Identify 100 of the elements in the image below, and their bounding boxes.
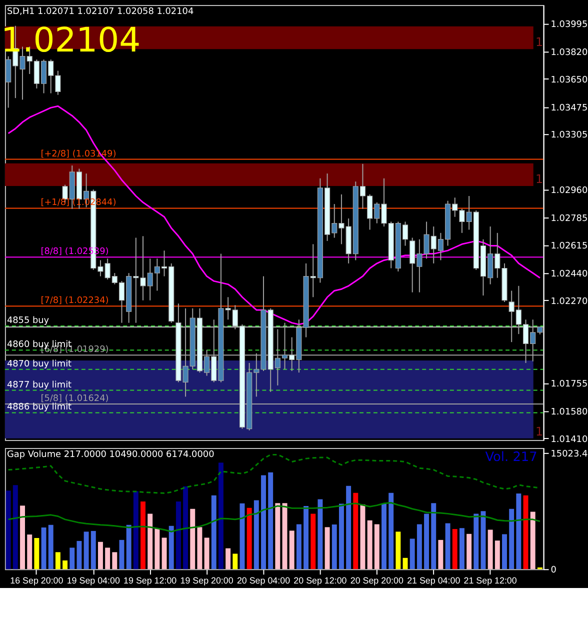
bar bbox=[474, 514, 479, 570]
bar bbox=[20, 506, 25, 570]
bar bbox=[282, 503, 288, 570]
bar bbox=[275, 503, 280, 570]
bar bbox=[410, 538, 415, 570]
bar bbox=[431, 503, 436, 570]
y-tick-label: 1.01755 bbox=[550, 379, 588, 390]
bar bbox=[254, 500, 259, 570]
y-tick-label: 1.03650 bbox=[550, 75, 588, 86]
bar bbox=[76, 540, 82, 570]
bar bbox=[353, 492, 358, 570]
bar bbox=[90, 530, 96, 570]
bar bbox=[332, 524, 337, 570]
y-tick-label: 1.02615 bbox=[550, 241, 588, 252]
ref-line-label: 4886 buy limit bbox=[6, 402, 72, 413]
bar bbox=[6, 490, 11, 570]
bar bbox=[289, 530, 294, 570]
ref-line-label: 4877 buy limit bbox=[6, 380, 72, 390]
y-tick-label: 1.03475 bbox=[550, 103, 588, 114]
bar bbox=[494, 540, 500, 570]
bar bbox=[126, 524, 132, 570]
bar bbox=[304, 506, 309, 570]
bar bbox=[459, 528, 464, 570]
bar bbox=[162, 538, 167, 570]
x-tick-label: 21 Sep 12:00 bbox=[464, 576, 517, 586]
bar bbox=[12, 485, 18, 570]
bar bbox=[416, 524, 422, 570]
bar bbox=[34, 538, 40, 570]
x-tick-label: 21 Sep 04:00 bbox=[407, 576, 460, 586]
bar bbox=[226, 548, 231, 570]
bar bbox=[268, 472, 274, 570]
bar bbox=[232, 554, 238, 570]
bar bbox=[452, 529, 458, 570]
bar bbox=[183, 486, 188, 570]
bar bbox=[218, 462, 224, 570]
bar bbox=[27, 534, 32, 570]
bar bbox=[176, 501, 181, 570]
y-tick-label: 1.02960 bbox=[550, 186, 588, 196]
bar bbox=[133, 491, 138, 570]
bar bbox=[84, 532, 89, 570]
bar bbox=[445, 523, 450, 570]
x-tick-label: 20 Sep 04:00 bbox=[236, 576, 290, 586]
bar bbox=[509, 508, 514, 570]
bar bbox=[211, 495, 216, 570]
bar bbox=[154, 528, 160, 570]
annotation: Vol. 217 bbox=[485, 450, 538, 465]
bar bbox=[261, 475, 266, 570]
bar bbox=[204, 538, 210, 570]
y-tick-label: 1.02785 bbox=[550, 214, 588, 224]
x-tick-label: 19 Sep 20:00 bbox=[180, 576, 234, 586]
ref-line-label: 4870 buy limit bbox=[6, 359, 72, 370]
bar bbox=[190, 508, 196, 570]
bar bbox=[466, 534, 472, 570]
bar bbox=[197, 527, 202, 570]
chart-title: Gap Volume 217.0000 10490.0000 6174.0000 bbox=[6, 450, 215, 460]
bar bbox=[488, 530, 493, 570]
bar bbox=[62, 560, 68, 570]
bar bbox=[438, 540, 444, 570]
x-tick-label: 16 Sep 20:00 bbox=[10, 576, 64, 586]
band-label: 1 bbox=[536, 172, 544, 186]
bar bbox=[318, 499, 323, 570]
bar bbox=[310, 514, 316, 570]
x-tick-label: 19 Sep 04:00 bbox=[66, 576, 120, 586]
bar bbox=[530, 512, 536, 570]
line-series bbox=[8, 105, 541, 326]
x-tick-label: 20 Sep 12:00 bbox=[294, 576, 347, 586]
bar bbox=[48, 524, 54, 570]
y-tick-label: 1.01410 bbox=[550, 434, 588, 445]
y-tick-label: 15023.4 bbox=[550, 449, 588, 460]
y-tick-label: 1.02440 bbox=[550, 270, 588, 280]
bar bbox=[70, 548, 75, 570]
bar bbox=[105, 548, 110, 570]
ref-line-label: 4855 buy bbox=[6, 316, 50, 326]
band-label: 1 bbox=[536, 424, 544, 438]
bar bbox=[516, 493, 522, 570]
bar bbox=[246, 508, 252, 570]
bar bbox=[55, 552, 60, 570]
bar bbox=[374, 524, 380, 570]
ref-line-label: [7/8] (1.02234) bbox=[40, 296, 109, 306]
bar bbox=[367, 520, 372, 570]
bar bbox=[338, 504, 344, 570]
bar bbox=[112, 552, 118, 570]
bar bbox=[346, 486, 352, 570]
bar bbox=[396, 532, 401, 570]
x-tick-label: 20 Sep 20:00 bbox=[350, 576, 404, 586]
chart-title: SD,H1 1.02071 1.02107 1.02058 1.02104 bbox=[6, 6, 194, 17]
y-tick-label: 1.03995 bbox=[550, 20, 588, 30]
bar bbox=[41, 527, 46, 570]
y-tick-label: 1.02270 bbox=[550, 296, 588, 307]
bar bbox=[480, 511, 486, 570]
bar bbox=[140, 501, 146, 570]
bar bbox=[119, 540, 124, 570]
bar bbox=[388, 492, 394, 570]
y-tick-label: 1.03305 bbox=[550, 130, 588, 141]
bar bbox=[296, 524, 302, 570]
band-label: 1 bbox=[536, 35, 544, 50]
line-series bbox=[8, 502, 541, 532]
bar bbox=[98, 542, 103, 570]
bar bbox=[148, 514, 153, 570]
bar bbox=[502, 534, 507, 570]
